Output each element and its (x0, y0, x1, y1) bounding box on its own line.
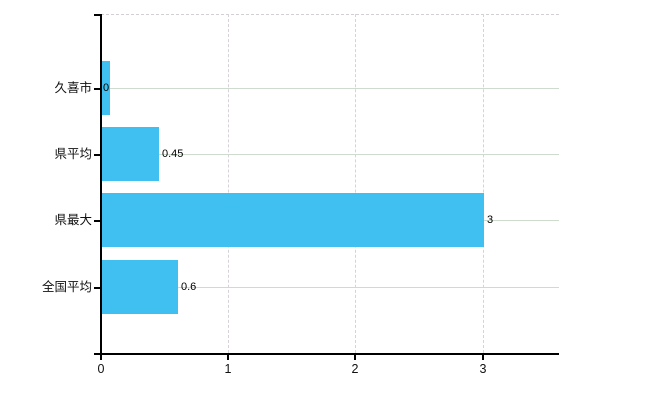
x-axis-tick (227, 355, 229, 360)
y-axis-label: 県最大 (54, 213, 92, 227)
bar-value-label: 3 (487, 214, 494, 226)
y-axis-tick (94, 154, 100, 156)
h-gridline (101, 287, 559, 288)
x-axis-line (94, 353, 559, 355)
y-axis-tick (94, 220, 100, 222)
x-axis-tick (482, 355, 484, 360)
y-axis-tick (94, 88, 100, 90)
v-gridline (228, 14, 229, 353)
x-axis-tick (100, 355, 102, 360)
h-gridline (101, 154, 559, 155)
h-gridline (101, 88, 559, 89)
bar-2[interactable] (102, 193, 484, 247)
bar-value-label: 0 (103, 82, 110, 94)
y-axis-label: 久喜市 (54, 81, 92, 95)
y-axis-label: 全国平均 (41, 280, 92, 294)
x-axis-tick-label: 1 (224, 362, 232, 376)
bar-0[interactable] (102, 61, 110, 115)
plot-top-border (101, 14, 559, 15)
v-gridline (355, 14, 356, 353)
x-axis-tick-label: 0 (97, 362, 105, 376)
bar-value-label: 0.6 (181, 281, 197, 293)
x-axis-tick-label: 2 (351, 362, 359, 376)
bar-1[interactable] (102, 127, 159, 181)
x-axis-tick (354, 355, 356, 360)
bar-3[interactable] (102, 260, 178, 314)
y-axis-tick (94, 14, 100, 16)
bar-value-label: 0.45 (162, 148, 184, 160)
y-axis-label: 県平均 (54, 147, 92, 161)
y-axis-line (100, 14, 102, 355)
v-gridline (483, 14, 484, 353)
y-axis-tick (94, 287, 100, 289)
x-axis-tick-label: 3 (479, 362, 487, 376)
